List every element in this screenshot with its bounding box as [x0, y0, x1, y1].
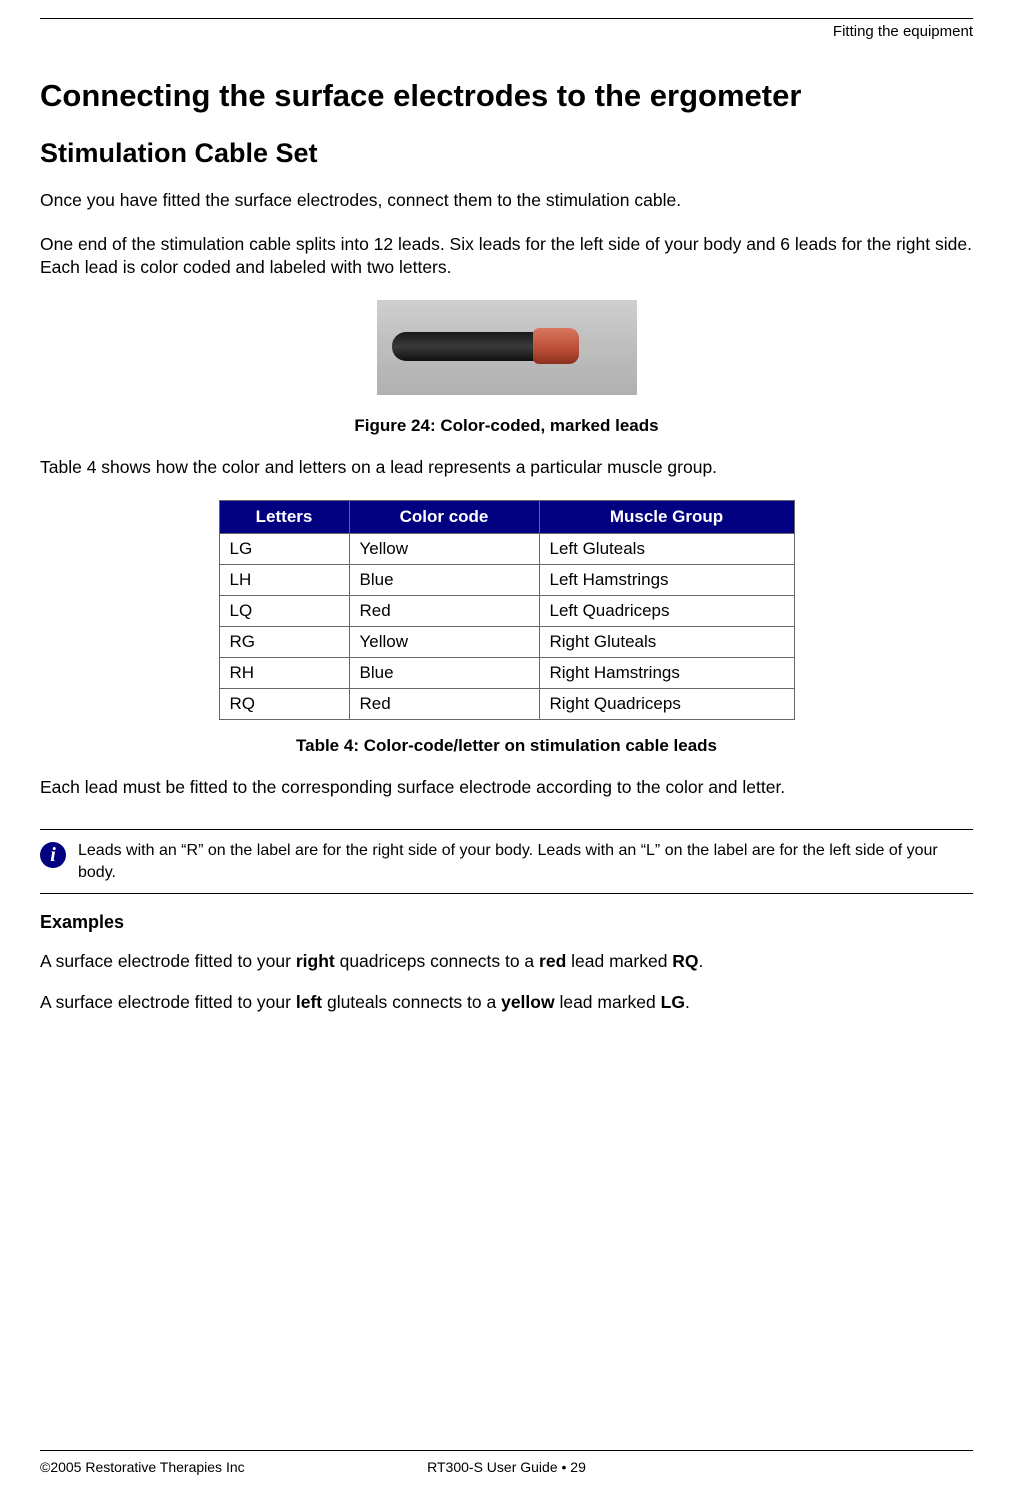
- info-note: i Leads with an “R” on the label are for…: [40, 840, 973, 883]
- cell-letters: LH: [219, 564, 349, 595]
- table-row: RQ Red Right Quadriceps: [219, 688, 794, 719]
- example-1: A surface electrode fitted to your right…: [40, 951, 973, 972]
- cell-color: Blue: [349, 657, 539, 688]
- cell-color: Yellow: [349, 626, 539, 657]
- info-icon: i: [40, 842, 66, 868]
- table-header-color: Color code: [349, 500, 539, 533]
- cell-letters: LQ: [219, 595, 349, 626]
- text: gluteals connects to a: [322, 992, 501, 1012]
- bold: right: [296, 951, 335, 971]
- cell-muscle: Left Quadriceps: [539, 595, 794, 626]
- text: .: [685, 992, 690, 1012]
- page: Fitting the equipment Connecting the sur…: [0, 0, 1013, 1497]
- cell-color: Red: [349, 595, 539, 626]
- cell-letters: RH: [219, 657, 349, 688]
- table-header-muscle: Muscle Group: [539, 500, 794, 533]
- cell-color: Red: [349, 688, 539, 719]
- cell-muscle: Right Gluteals: [539, 626, 794, 657]
- figure-24-image: [377, 300, 637, 395]
- text: A surface electrode fitted to your: [40, 992, 296, 1012]
- paragraph-1: Once you have fitted the surface electro…: [40, 189, 973, 213]
- paragraph-3: Table 4 shows how the color and letters …: [40, 456, 973, 480]
- cell-muscle: Right Hamstrings: [539, 657, 794, 688]
- example-2: A surface electrode fitted to your left …: [40, 992, 973, 1013]
- table-row: RG Yellow Right Gluteals: [219, 626, 794, 657]
- table-4-caption: Table 4: Color-code/letter on stimulatio…: [40, 736, 973, 756]
- table-row: LH Blue Left Hamstrings: [219, 564, 794, 595]
- running-head: Fitting the equipment: [40, 19, 973, 58]
- cell-color: Blue: [349, 564, 539, 595]
- table-header-row: Letters Color code Muscle Group: [219, 500, 794, 533]
- figure-24-caption: Figure 24: Color-coded, marked leads: [40, 416, 973, 436]
- footer-left: ©2005 Restorative Therapies Inc: [40, 1459, 351, 1475]
- table-row: LG Yellow Left Gluteals: [219, 533, 794, 564]
- cell-letters: LG: [219, 533, 349, 564]
- bold: LG: [661, 992, 685, 1012]
- text: .: [699, 951, 704, 971]
- footer: ©2005 Restorative Therapies Inc RT300-S …: [40, 1459, 973, 1475]
- bold: yellow: [501, 992, 555, 1012]
- text: lead marked: [555, 992, 661, 1012]
- text: quadriceps connects to a: [335, 951, 539, 971]
- bold: red: [539, 951, 566, 971]
- figure-24: [40, 300, 973, 400]
- bold: left: [296, 992, 322, 1012]
- text: lead marked: [566, 951, 672, 971]
- paragraph-2: One end of the stimulation cable splits …: [40, 233, 973, 280]
- bold: RQ: [672, 951, 698, 971]
- examples-heading: Examples: [40, 912, 973, 933]
- table-row: RH Blue Right Hamstrings: [219, 657, 794, 688]
- text: A surface electrode fitted to your: [40, 951, 296, 971]
- page-title: Connecting the surface electrodes to the…: [40, 78, 973, 114]
- cell-letters: RQ: [219, 688, 349, 719]
- section-subtitle: Stimulation Cable Set: [40, 138, 973, 169]
- footer-right: [662, 1459, 973, 1475]
- footer-center: RT300-S User Guide • 29: [351, 1459, 662, 1475]
- footer-rule: [40, 1450, 973, 1451]
- separator-bottom: [40, 893, 973, 894]
- info-note-text: Leads with an “R” on the label are for t…: [78, 840, 973, 883]
- cell-muscle: Right Quadriceps: [539, 688, 794, 719]
- cell-letters: RG: [219, 626, 349, 657]
- separator-top: [40, 829, 973, 830]
- cell-color: Yellow: [349, 533, 539, 564]
- table-4: Letters Color code Muscle Group LG Yello…: [219, 500, 795, 720]
- table-row: LQ Red Left Quadriceps: [219, 595, 794, 626]
- cell-muscle: Left Gluteals: [539, 533, 794, 564]
- cell-muscle: Left Hamstrings: [539, 564, 794, 595]
- table-header-letters: Letters: [219, 500, 349, 533]
- paragraph-4: Each lead must be fitted to the correspo…: [40, 776, 973, 800]
